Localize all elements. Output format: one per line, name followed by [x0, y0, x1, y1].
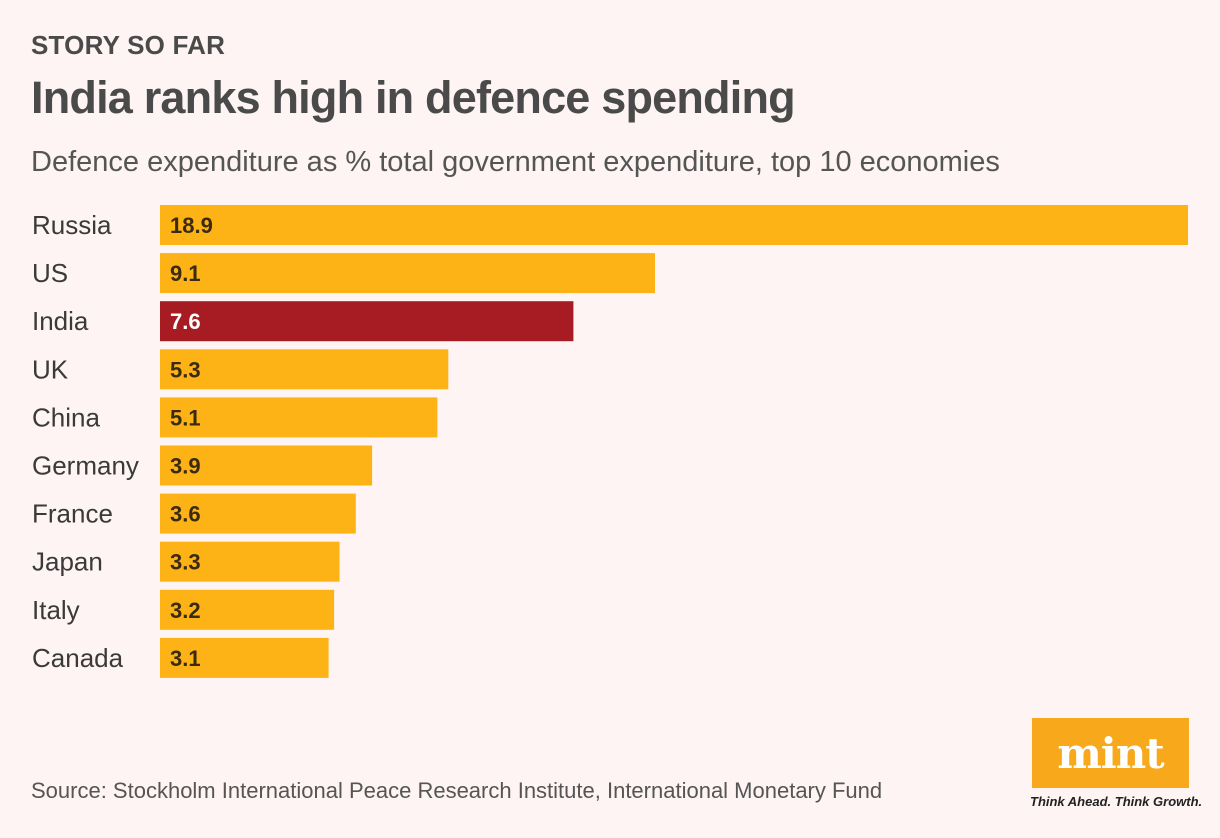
- bar-germany: [160, 445, 373, 486]
- chart-title: India ranks high in defence spending: [31, 72, 796, 123]
- value-label-russia: 18.9: [170, 213, 213, 238]
- category-label-germany: Germany: [32, 451, 139, 481]
- category-label-italy: Italy: [32, 595, 80, 625]
- category-label-japan: Japan: [32, 547, 103, 577]
- chart-subtitle: Defence expenditure as % total governmen…: [31, 146, 1000, 178]
- category-label-uk: UK: [32, 354, 69, 384]
- bar-japan: [160, 541, 340, 582]
- value-label-japan: 3.3: [170, 550, 201, 575]
- category-label-russia: Russia: [32, 210, 112, 240]
- kicker: STORY SO FAR: [31, 30, 226, 60]
- value-label-us: 9.1: [170, 261, 201, 286]
- bar-canada: [160, 637, 329, 678]
- bar-china: [160, 397, 438, 438]
- bar-us: [160, 253, 655, 294]
- value-label-germany: 3.9: [170, 454, 201, 479]
- category-label-us: US: [32, 258, 68, 288]
- category-label-india: India: [32, 306, 89, 336]
- value-label-uk: 5.3: [170, 357, 201, 382]
- logo-tagline: Think Ahead. Think Growth.: [1030, 794, 1203, 809]
- category-label-china: China: [32, 402, 100, 432]
- bar-uk: [160, 349, 449, 390]
- category-label-canada: Canada: [32, 643, 124, 673]
- value-label-india: 7.6: [170, 309, 201, 334]
- value-label-italy: 3.2: [170, 598, 201, 623]
- bar-russia: [160, 205, 1188, 245]
- logo-text: mint: [1057, 728, 1164, 778]
- value-label-canada: 3.1: [170, 646, 201, 671]
- bar-italy: [160, 589, 335, 630]
- bar-india: [160, 301, 574, 342]
- category-label-france: France: [32, 499, 113, 529]
- value-label-china: 5.1: [170, 405, 201, 430]
- value-label-france: 3.6: [170, 502, 201, 527]
- source-note: Source: Stockholm International Peace Re…: [31, 778, 883, 803]
- mint-logo: mint: [1032, 718, 1189, 788]
- bar-france: [160, 493, 356, 534]
